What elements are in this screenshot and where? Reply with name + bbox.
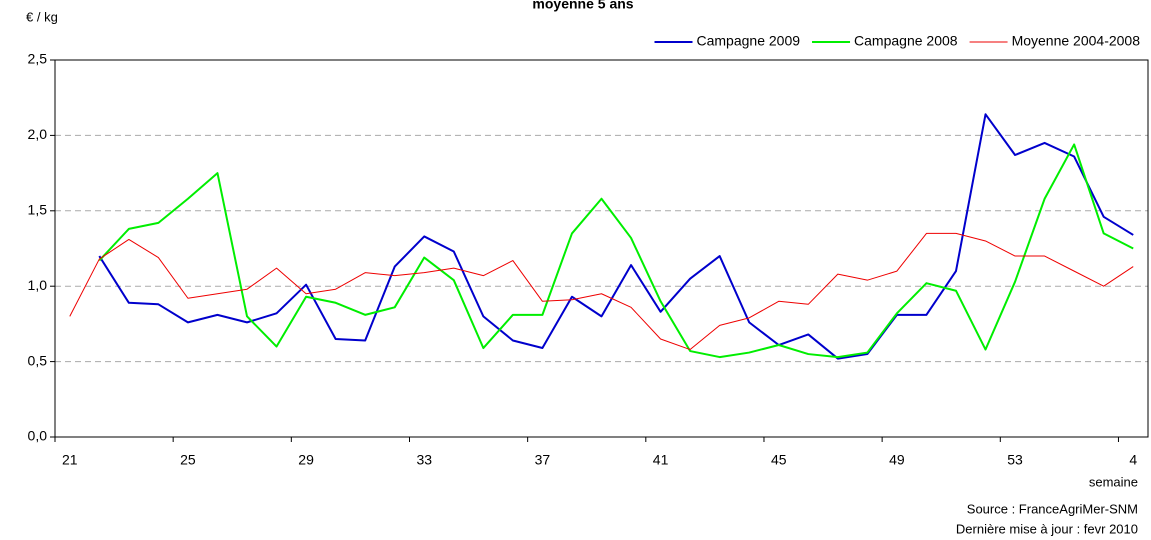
y-tick-label: 0,5 [28,352,48,368]
x-tick-label: 4 [1129,452,1137,468]
x-tick-label: 45 [771,452,787,468]
x-axis-label: semaine [1089,474,1138,489]
series-line [98,113,1134,360]
y-tick-label: 1,0 [28,277,48,293]
x-tick-label: 21 [62,452,78,468]
series-line [69,232,1134,351]
y-tick-label: 1,5 [28,202,48,218]
x-tick-label: 33 [416,452,432,468]
x-tick-label: 25 [180,452,196,468]
y-tick-label: 2,0 [28,126,48,142]
x-tick-label: 53 [1007,452,1023,468]
x-tick-label: 29 [298,452,314,468]
x-tick-label: 41 [653,452,669,468]
x-tick-label: 37 [535,452,551,468]
legend-label: Campagne 2009 [697,33,801,49]
chart-title: moyenne 5 ans [532,0,633,12]
source-note: Source : FranceAgriMer-SNM [967,501,1138,516]
legend-label: Moyenne 2004-2008 [1012,33,1141,49]
y-tick-label: 2,5 [28,51,48,67]
x-tick-label: 49 [889,452,905,468]
legend-label: Campagne 2008 [854,33,958,49]
update-note: Dernière mise à jour : fevr 2010 [956,521,1138,536]
y-tick-label: 0,0 [28,428,48,444]
series-line [98,143,1134,359]
plot-frame [54,59,1149,438]
y-axis-label: € / kg [26,9,58,24]
